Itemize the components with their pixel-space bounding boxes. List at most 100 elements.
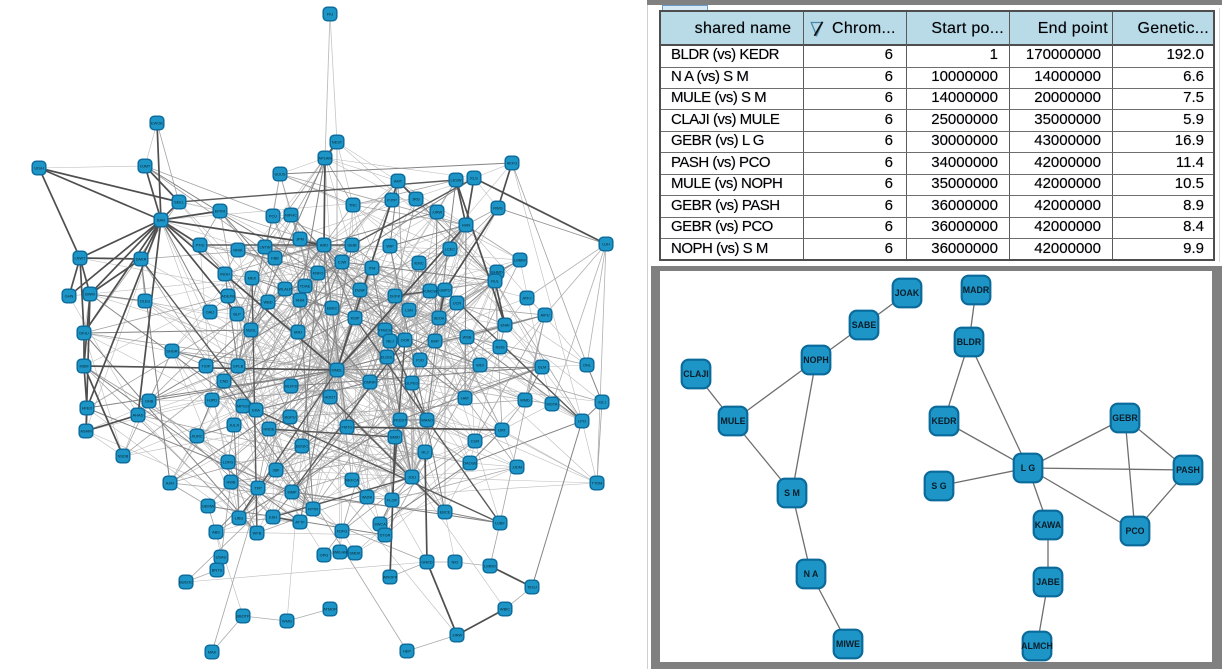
svg-text:FIU: FIU	[327, 12, 333, 17]
svg-text:FPTR: FPTR	[308, 507, 318, 512]
svg-text:PASH: PASH	[1176, 465, 1200, 475]
svg-text:LNTW: LNTW	[259, 245, 270, 250]
svg-text:PCO: PCO	[1125, 526, 1144, 536]
svg-text:MIWE: MIWE	[836, 639, 860, 649]
svg-text:FLOP: FLOP	[387, 498, 398, 503]
svg-text:BAN: BAN	[157, 218, 165, 223]
svg-text:HHM: HHM	[296, 298, 305, 303]
svg-text:UUUS: UUUS	[274, 172, 285, 177]
svg-text:MLFFD: MLFFD	[285, 384, 298, 389]
svg-text:LMMO: LMMO	[484, 564, 496, 569]
svg-text:BWM: BWM	[85, 292, 95, 297]
svg-text:LESW: LESW	[450, 178, 461, 183]
svg-text:KSIP: KSIP	[351, 316, 360, 321]
svg-text:GLM: GLM	[538, 365, 546, 370]
svg-text:SEOA: SEOA	[434, 316, 445, 321]
svg-text:LDFG: LDFG	[223, 460, 233, 465]
svg-text:WDI: WDI	[476, 363, 484, 368]
svg-text:SABE: SABE	[852, 320, 877, 330]
svg-text:JPM: JPM	[296, 237, 304, 242]
svg-text:CLAJI: CLAJI	[683, 369, 708, 379]
svg-text:ARD: ARD	[320, 243, 328, 248]
svg-text:GEBR: GEBR	[1112, 413, 1138, 423]
svg-text:JOLI: JOLI	[408, 475, 416, 480]
svg-text:WIP: WIP	[386, 244, 394, 249]
svg-text:WNOFP: WNOFP	[383, 575, 398, 580]
svg-text:TIOP: TIOP	[201, 364, 210, 369]
svg-text:OAOUE: OAOUE	[463, 461, 477, 466]
svg-text:GEIB: GEIB	[347, 243, 357, 248]
svg-text:CJW: CJW	[338, 260, 347, 265]
svg-text:DAKR: DAKR	[136, 257, 147, 262]
svg-text:OHB: OHB	[145, 399, 154, 404]
svg-text:BBOTP: BBOTP	[236, 614, 250, 619]
svg-text:WBIC: WBIC	[500, 607, 510, 612]
svg-text:HODT: HODT	[324, 395, 336, 400]
svg-text:PJTP: PJTP	[387, 198, 397, 203]
svg-text:BHMD: BHMD	[491, 270, 503, 275]
svg-text:FDFG: FDFG	[337, 529, 348, 534]
svg-text:EDGIC: EDGIC	[296, 444, 309, 449]
svg-text:WLALP: WLALP	[278, 287, 292, 292]
svg-text:GBPO: GBPO	[439, 288, 450, 293]
svg-text:S M: S M	[784, 488, 800, 498]
svg-text:WMG: WMG	[282, 619, 292, 624]
svg-text:ENAI: ENAI	[500, 323, 509, 328]
svg-text:AMT: AMT	[394, 179, 403, 184]
svg-text:ATMOP: ATMOP	[323, 607, 337, 612]
svg-text:APLAM: APLAM	[318, 156, 331, 161]
svg-text:HWB: HWB	[226, 480, 235, 485]
svg-text:DMNR: DMNR	[364, 380, 376, 385]
svg-text:MADR: MADR	[963, 285, 990, 295]
svg-text:TFBCH: TFBCH	[379, 328, 392, 333]
svg-text:OOR: OOR	[401, 338, 410, 343]
svg-text:OLEU: OLEU	[140, 299, 151, 304]
svg-text:SMDK: SMDK	[349, 551, 361, 556]
svg-text:TEGJ: TEGJ	[527, 585, 537, 590]
svg-text:LMBW: LMBW	[514, 258, 526, 263]
svg-text:HEP: HEP	[403, 649, 411, 654]
svg-text:NSDB: NSDB	[118, 454, 129, 459]
svg-text:OAIJ: OAIJ	[206, 310, 215, 315]
svg-text:INOH: INOH	[220, 272, 230, 277]
svg-text:NOPH: NOPH	[803, 355, 828, 365]
svg-text:JABE: JABE	[1036, 577, 1060, 587]
svg-text:GPLB: GPLB	[233, 364, 244, 369]
svg-text:FBB: FBB	[271, 256, 279, 261]
svg-text:NRIK: NRIK	[233, 248, 243, 253]
svg-text:RSIS: RSIS	[495, 345, 504, 350]
svg-text:ASHM: ASHM	[80, 429, 91, 434]
svg-text:IARJ: IARJ	[294, 330, 302, 335]
svg-text:WSB: WSB	[463, 335, 472, 340]
svg-text:NIFHC: NIFHC	[285, 213, 297, 218]
svg-text:HLJ: HLJ	[422, 450, 429, 455]
svg-text:ONL: ONL	[583, 363, 592, 368]
svg-text:MMP: MMP	[287, 490, 296, 495]
svg-text:ULPEG: ULPEG	[405, 381, 418, 386]
svg-text:KAWA: KAWA	[1035, 520, 1062, 530]
svg-text:DUBF: DUBF	[355, 288, 366, 293]
svg-text:JJRW: JJRW	[452, 633, 463, 638]
svg-text:ADEJW: ADEJW	[221, 294, 235, 299]
svg-text:WBD: WBD	[263, 300, 272, 305]
svg-text:LNWT: LNWT	[74, 256, 86, 261]
svg-text:MGTA: MGTA	[547, 402, 558, 407]
svg-text:N A: N A	[804, 569, 819, 579]
svg-text:BLDR: BLDR	[957, 337, 982, 347]
svg-text:KNFO: KNFO	[313, 271, 324, 276]
svg-text:RUL: RUL	[491, 279, 500, 284]
svg-text:MNDL: MNDL	[331, 368, 343, 373]
svg-text:LIBU: LIBU	[235, 516, 244, 521]
svg-text:RWG: RWG	[493, 206, 502, 211]
svg-text:DKIU: DKIU	[79, 331, 88, 336]
svg-text:OPG: OPG	[320, 553, 329, 558]
svg-text:DIJFK: DIJFK	[390, 294, 401, 299]
svg-text:HJPD: HJPD	[207, 398, 217, 403]
svg-text:LPO: LPO	[578, 419, 586, 424]
svg-text:IENC: IENC	[414, 261, 423, 266]
svg-text:EPKR: EPKR	[215, 209, 226, 214]
svg-text:GNKD: GNKD	[421, 560, 432, 565]
svg-text:STGR: STGR	[380, 533, 391, 538]
svg-text:NUDL: NUDL	[246, 328, 257, 333]
svg-text:HFED: HFED	[82, 406, 93, 411]
